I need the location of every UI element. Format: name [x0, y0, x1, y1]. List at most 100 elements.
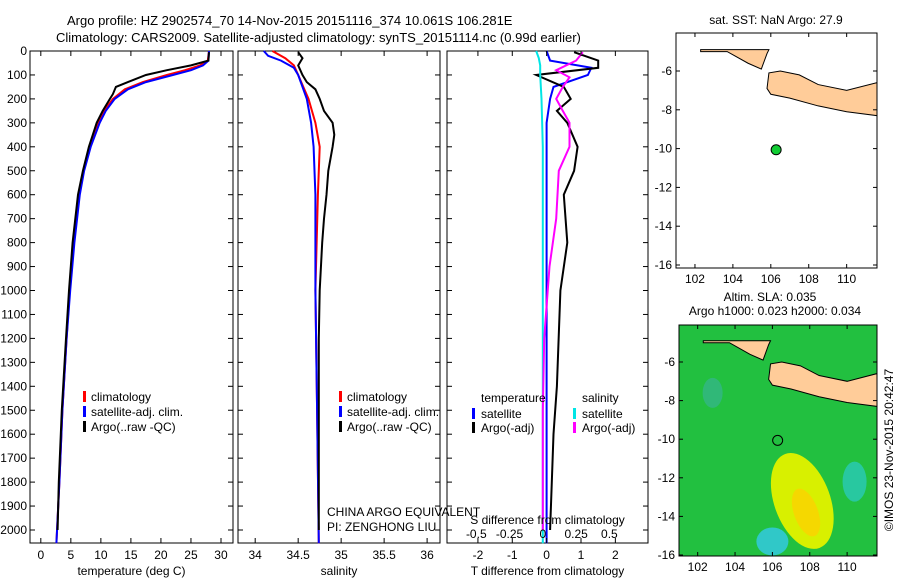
map-frame [675, 32, 878, 269]
y-tick-label: 1100 [1, 307, 27, 321]
s-tick-label: -0.5 [466, 527, 487, 541]
legend-label: Argo(-adj) [582, 421, 635, 435]
lon-tick-label: 110 [837, 272, 856, 286]
x-tick-label: 35 [334, 548, 348, 562]
lon-tick-label: 102 [685, 272, 705, 286]
y-tick-label: 2000 [0, 523, 27, 537]
legend-swatch [573, 422, 576, 433]
x-tick-label: 0 [543, 548, 550, 562]
x-axis-label: T difference from climatology [471, 564, 625, 578]
series-line-s-satellite [535, 50, 544, 544]
argo-float-marker [770, 144, 782, 156]
legend-swatch [83, 421, 86, 432]
lon-tick-label: 106 [762, 560, 782, 574]
legend-label: satellite-adj. clim. [91, 405, 183, 419]
y-tick-label: 1400 [0, 379, 27, 393]
series-line-climatology [55, 50, 210, 544]
series-line-satellite-adj-clim- [55, 50, 210, 544]
s-tick-label: 0.25 [564, 527, 588, 541]
y-tick-label: 1200 [0, 331, 27, 345]
legend-label: satellite-adj. clim. [347, 405, 439, 419]
lat-tick-label: -16 [658, 548, 676, 562]
legend-label: Argo(-adj) [481, 421, 534, 435]
lat-tick-label: -14 [658, 509, 676, 523]
sla-field [679, 325, 877, 556]
x-tick-label: -1 [507, 548, 518, 562]
x-tick-label: -2 [473, 548, 484, 562]
lon-tick-label: 104 [723, 272, 743, 286]
x-tick-label: 34.5 [286, 548, 310, 562]
sst-map: 102 104 106 108 110 -6 -8 -10 -12 -14 -16 [655, 32, 878, 286]
credit-text: ©IMOS 23-Nov-2015 20:42:47 [882, 369, 896, 532]
legend-swatch [472, 422, 475, 433]
legend-swatch [339, 406, 342, 417]
legend-label: climatology [347, 390, 407, 404]
pi-annotation: CHINA ARGO EQUIVALENT [327, 505, 481, 519]
x-tick-label: 5 [67, 548, 74, 562]
lon-tick-label: 104 [725, 560, 745, 574]
y-tick-label: 200 [7, 92, 27, 106]
sumatra-landmass [700, 49, 770, 70]
sla-map-title-1: Altim. SLA: 0.035 [724, 290, 817, 304]
lat-tick-label: -10 [655, 142, 673, 156]
y-tick-label: 1900 [0, 499, 27, 513]
y-tick-label: 1600 [0, 427, 27, 441]
y-tick-label: 0 [20, 44, 27, 58]
lon-tick-label: 108 [799, 272, 819, 286]
x-tick-label: 30 [214, 548, 228, 562]
y-tick-label: 1000 [0, 284, 27, 298]
series-line-argo-raw-qc- [297, 51, 336, 530]
series-line-satellite-adj-clim- [263, 50, 320, 544]
x-tick-label: 34 [249, 548, 263, 562]
series-line-s-argo-adj- [541, 51, 584, 530]
sla-low-anomaly [842, 461, 867, 502]
lat-tick-label: -6 [661, 64, 672, 78]
x-tick-label: 20 [154, 548, 168, 562]
title-line-2: Climatology: CARS2009. Satellite-adjuste… [56, 30, 581, 45]
legend-label: satellite [582, 407, 623, 421]
y-tick-label: 1700 [0, 451, 27, 465]
y-tick-label: 1300 [0, 355, 27, 369]
legend-label: Argo(..raw -QC) [91, 420, 176, 434]
legend-swatch [83, 391, 86, 402]
s-tick-label: 0 [539, 527, 546, 541]
lat-tick-label: -14 [655, 219, 673, 233]
plot-frame-temperature [29, 50, 234, 544]
y-tick-label: 700 [7, 212, 27, 226]
x-tick-label: 2 [612, 548, 619, 562]
series-line-argo-raw-qc- [56, 52, 210, 531]
lat-tick-label: -10 [658, 432, 676, 446]
lon-tick-label: 102 [688, 560, 708, 574]
x-tick-label: 25 [184, 548, 198, 562]
x-tick-label: 0 [37, 548, 44, 562]
sst-map-title: sat. SST: NaN Argo: 27.9 [709, 13, 843, 27]
sla-peak [791, 488, 821, 537]
y-tick-label: 500 [7, 164, 27, 178]
sla-map: 102 104 106 108 110 -6 -8 -10 -12 -14 -16 [658, 324, 878, 574]
argo-float-marker [772, 434, 784, 446]
y-tick-label: 1500 [0, 403, 27, 417]
series-line-climatology [271, 50, 321, 544]
legend-swatch [472, 408, 475, 419]
legend-label: satellite [481, 407, 522, 421]
y-tick-label: 300 [7, 116, 27, 130]
legend-title-salinity: salinity [582, 391, 619, 405]
sumatra-landmass [702, 340, 772, 361]
sla-low-anomaly [702, 377, 723, 408]
x-tick-label: 15 [124, 548, 138, 562]
series-line-t-argo-adj- [532, 51, 600, 531]
legend-swatch [573, 408, 576, 419]
lon-tick-label: 110 [838, 560, 857, 574]
y-tick-label: 100 [7, 68, 27, 82]
y-tick-label: 800 [7, 236, 27, 250]
y-tick-label: 900 [7, 260, 27, 274]
x-tick-label: 35.5 [372, 548, 396, 562]
x-axis-label: temperature (deg C) [77, 564, 185, 578]
legend-title-temperature: temperature [481, 391, 546, 405]
y-tick-label: 400 [7, 140, 27, 154]
title-line-1: Argo profile: HZ 2902574_70 14-Nov-2015 … [67, 13, 513, 28]
y-tick-label: 1800 [0, 475, 27, 489]
legend-swatch [339, 391, 342, 402]
